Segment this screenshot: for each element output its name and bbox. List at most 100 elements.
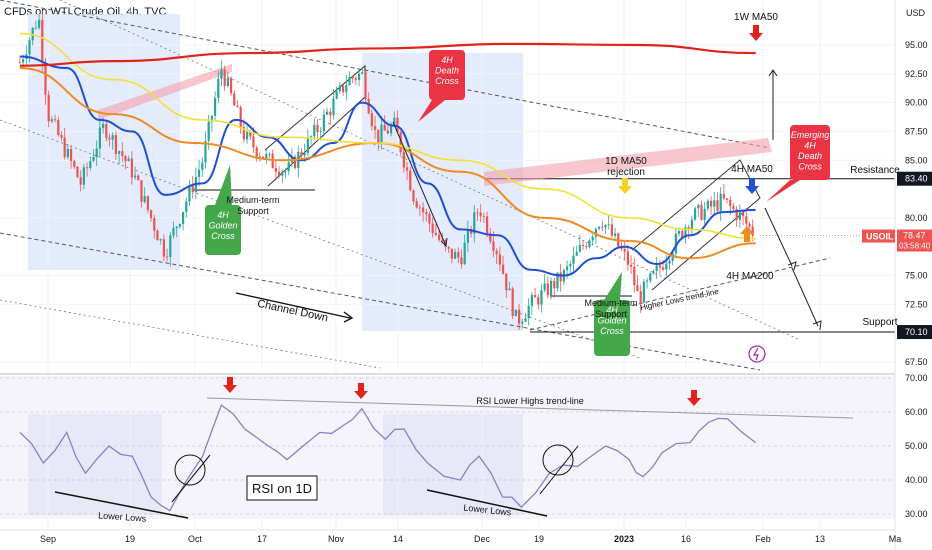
candle-body <box>335 91 338 99</box>
candle-body <box>495 250 498 255</box>
candle-body <box>325 111 329 115</box>
candle-body <box>741 212 745 217</box>
candle-body <box>28 40 31 55</box>
candle-body <box>261 156 265 159</box>
candle-body <box>569 263 572 267</box>
death-cross-callout-line: Cross <box>435 76 459 86</box>
candle-body <box>415 201 418 208</box>
price-tick-label: 67.50 <box>905 357 928 367</box>
golden-cross-2-callout-box <box>594 300 630 356</box>
lower-lows-1-label: Lower Lows <box>98 510 147 523</box>
candle-body <box>450 248 453 259</box>
candle-body <box>639 291 642 303</box>
candle-body <box>293 156 297 169</box>
candle-body <box>719 193 722 211</box>
lightning-icon <box>748 345 766 363</box>
candle-body <box>60 134 63 138</box>
candle-body <box>76 166 79 178</box>
candle-body <box>274 168 277 172</box>
pink-zone <box>484 138 772 186</box>
candle-body <box>591 236 594 241</box>
golden-cross-1-callout-line: Golden <box>208 221 237 231</box>
candle-body <box>677 230 681 234</box>
candle-body <box>255 147 258 157</box>
medium-support-2-label: Support <box>595 309 627 319</box>
candle-body <box>341 85 345 93</box>
candle-body <box>345 85 348 93</box>
candle-body <box>98 127 101 149</box>
candle-body <box>665 263 668 270</box>
candle-body <box>357 73 361 80</box>
candle-body <box>338 85 341 92</box>
candle-body <box>105 123 108 138</box>
channel-down-label: Channel Down <box>256 298 329 325</box>
candle-body <box>236 105 239 108</box>
candle-body <box>703 208 706 220</box>
candle-body <box>729 199 732 207</box>
candle-body <box>47 94 50 122</box>
candle-body <box>114 135 117 154</box>
rsi-tick-label: 50.00 <box>905 441 928 451</box>
rsi-panel-bg <box>0 376 895 519</box>
candle-body <box>687 227 690 230</box>
candle-body <box>661 267 665 270</box>
rsi-highlight-box <box>28 414 162 515</box>
candle-body <box>697 204 700 209</box>
ma50-1d-arrow-shaft <box>622 178 628 186</box>
rsi-tick-label: 60.00 <box>905 407 928 417</box>
time-tick-label: Nov <box>328 534 345 544</box>
candle-body <box>37 19 41 28</box>
emerging-death-cross-callout-tip <box>766 180 800 202</box>
candle-body <box>316 124 319 132</box>
candle-body <box>373 126 377 130</box>
candle-body <box>69 148 73 161</box>
candle-body <box>101 123 105 128</box>
candle-body <box>383 124 386 131</box>
candle-body <box>514 309 517 316</box>
rsi-lower-lows-line <box>426 489 548 517</box>
candle-body <box>117 151 121 154</box>
candle-body <box>351 76 354 79</box>
golden-cross-1-callout-line: Cross <box>211 231 235 241</box>
rsi-label: RSI on 1D <box>252 481 312 496</box>
time-tick-label: Ma <box>889 534 902 544</box>
rsi-breakout-circle <box>542 444 574 476</box>
golden-cross-1-callout-tip <box>215 165 232 205</box>
ma50-4h-arrow-head <box>745 186 759 194</box>
emerging-death-cross-callout-box <box>790 125 830 180</box>
candle-body <box>412 190 415 202</box>
candle-body <box>674 233 677 254</box>
candle-body <box>268 153 271 155</box>
candle-body <box>645 280 649 282</box>
rsi-high-arrow <box>223 377 237 393</box>
rsi-lower-lows-line <box>54 491 189 519</box>
candle-body <box>492 241 495 251</box>
candle-body <box>386 130 389 134</box>
candle-body <box>668 260 671 264</box>
candle-body <box>633 266 636 286</box>
time-tick-label: Feb <box>755 534 771 544</box>
candle-body <box>473 212 476 234</box>
channel-bottom-line <box>0 232 761 371</box>
candle-body <box>140 180 143 202</box>
ma50-1w-arrow <box>749 25 763 41</box>
rsi-high-arrow-head <box>223 385 237 393</box>
channel-down-arrowhead <box>343 311 354 323</box>
candle-body <box>204 141 207 163</box>
candle-body <box>18 62 21 64</box>
candle-body <box>156 230 159 241</box>
time-tick-label: Dec <box>474 534 491 544</box>
candle-body <box>588 240 591 247</box>
lightning-icon-bolt <box>752 347 759 361</box>
candle-body <box>626 251 629 265</box>
candle-body <box>130 158 133 178</box>
candle-body <box>57 120 60 135</box>
candle-body <box>149 210 153 219</box>
candle-body <box>629 264 633 267</box>
candle-body <box>716 200 719 211</box>
candle-body <box>92 156 95 161</box>
candle-body <box>175 226 178 229</box>
